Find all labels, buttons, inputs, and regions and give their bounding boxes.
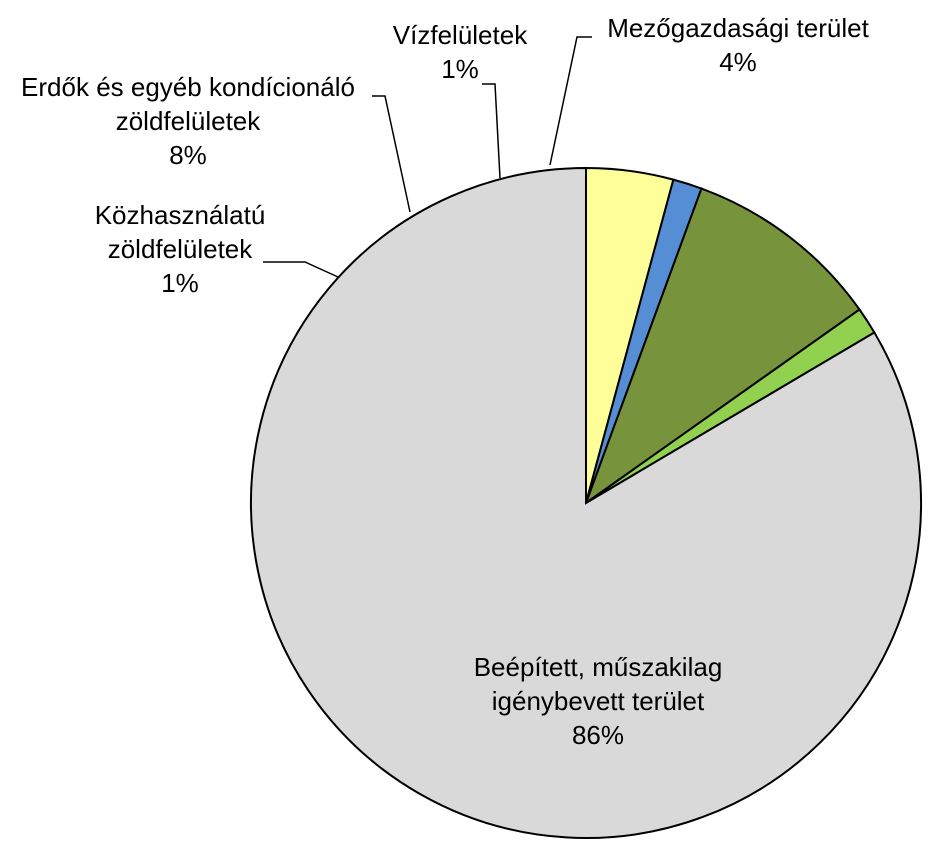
pie-slices — [250, 166, 922, 839]
slice-percent-built: 86% — [572, 720, 624, 750]
slice-name-line-built: igénybevett terület — [492, 686, 705, 716]
slice-percent-forest: 8% — [169, 140, 207, 170]
slice-label-built: Beépített, műszakilag igénybevett terület… — [474, 652, 723, 750]
pie-slice-built — [250, 166, 922, 839]
slice-label-agri: Mezőgazdasági terület 4% — [607, 13, 869, 77]
slice-percent-public: 1% — [161, 268, 199, 298]
slice-percent-water: 1% — [441, 54, 479, 84]
leader-line-agri — [549, 36, 592, 166]
leader-line-water — [482, 83, 501, 179]
slice-label-water: Vízfelületek 1% — [393, 20, 528, 84]
slice-name-line-agri: Mezőgazdasági terület — [607, 13, 869, 43]
slice-name-line-water: Vízfelületek — [393, 20, 528, 50]
slice-name-line-built: Beépített, műszakilag — [474, 652, 723, 682]
slice-name-line-forest: Erdők és egyéb kondícionáló — [21, 72, 355, 102]
leader-line-forest — [372, 95, 411, 213]
slice-label-public: Közhasználatú zöldfelületek 1% — [95, 200, 266, 298]
slice-name-line-forest: zöldfelületek — [116, 106, 262, 136]
leader-lines — [263, 36, 592, 278]
slice-labels: Mezőgazdasági terület 4% Vízfelületek 1% Erd… — [21, 13, 870, 750]
slice-name-line-public: Közhasználatú — [95, 200, 266, 230]
pie-slice-forest — [583, 187, 861, 506]
slice-label-forest: Erdők és egyéb kondícionáló zöldfelületek… — [21, 72, 355, 170]
leader-line-public — [263, 261, 339, 278]
slice-percent-agri: 4% — [719, 47, 757, 77]
slice-name-line-public: zöldfelületek — [108, 234, 254, 264]
